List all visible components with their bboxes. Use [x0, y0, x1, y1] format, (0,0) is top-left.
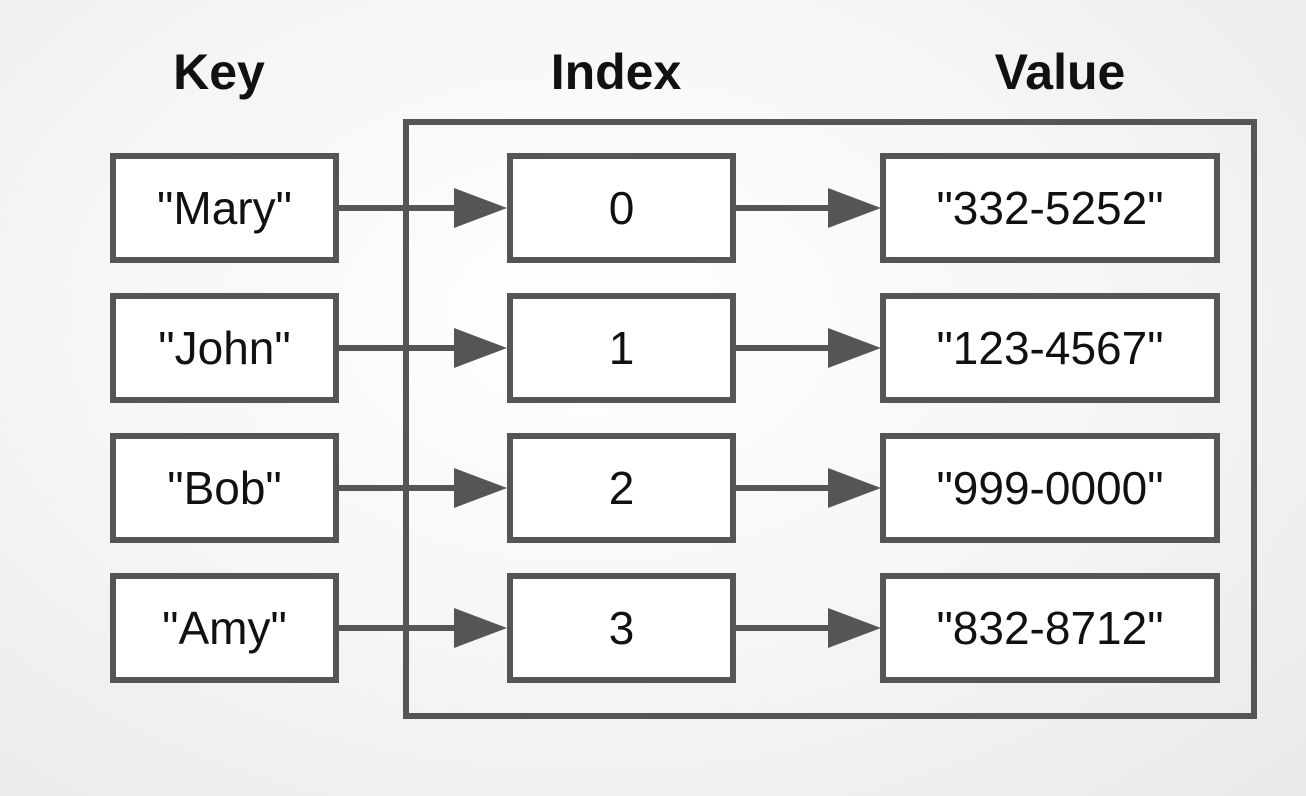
index-to-value-arrowhead	[828, 608, 881, 648]
hash-table-container	[403, 119, 1257, 719]
key-box: "Amy"	[110, 573, 339, 683]
index-column-header: Index	[550, 44, 682, 100]
key-to-index-arrowhead	[454, 468, 507, 508]
key-box: "John"	[110, 293, 339, 403]
index-box: 0	[507, 153, 736, 263]
key-column-header: Key	[173, 44, 265, 100]
value-column-header: Value	[994, 44, 1126, 100]
value-box: "332-5252"	[880, 153, 1220, 263]
value-box: "123-4567"	[880, 293, 1220, 403]
index-box: 2	[507, 433, 736, 543]
index-box: 3	[507, 573, 736, 683]
key-box: "Bob"	[110, 433, 339, 543]
index-box: 1	[507, 293, 736, 403]
key-box: "Mary"	[110, 153, 339, 263]
key-to-index-arrowhead	[454, 608, 507, 648]
index-to-value-arrowhead	[828, 188, 881, 228]
value-box: "832-8712"	[880, 573, 1220, 683]
key-to-index-arrowhead	[454, 328, 507, 368]
index-to-value-arrowhead	[828, 468, 881, 508]
key-to-index-arrowhead	[454, 188, 507, 228]
index-to-value-arrowhead	[828, 328, 881, 368]
value-box: "999-0000"	[880, 433, 1220, 543]
